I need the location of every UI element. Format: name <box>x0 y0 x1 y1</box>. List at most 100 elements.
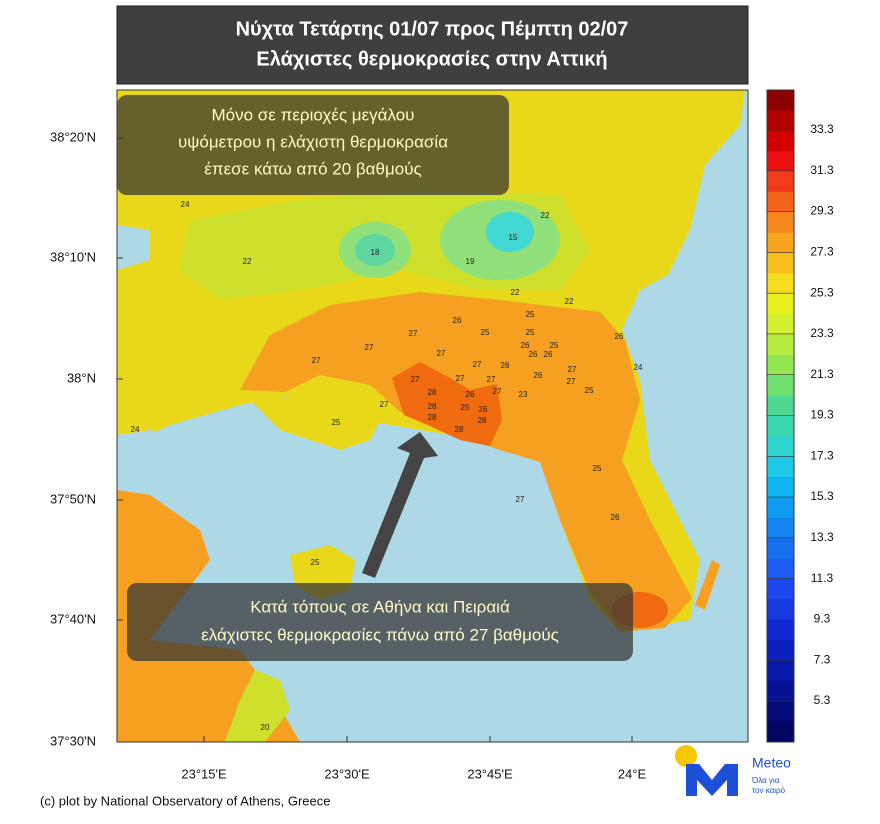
station-value: 28 <box>428 402 437 411</box>
colorbar-label: 17.3 <box>810 448 834 462</box>
colorbar-label: 15.3 <box>810 489 834 503</box>
station-value: 25 <box>585 386 594 395</box>
station-value: 24 <box>181 200 190 209</box>
station-value: 26 <box>453 316 462 325</box>
latitude-label: 38°20'N <box>50 129 96 144</box>
colorbar-segment <box>767 90 794 111</box>
station-value: 26 <box>521 341 530 350</box>
longitude-label: 23°30'E <box>324 766 370 781</box>
station-value: 26 <box>501 361 510 370</box>
station-value: 25 <box>311 558 320 567</box>
colorbar-label: 29.3 <box>810 204 834 218</box>
colorbar-label: 11.3 <box>811 571 834 585</box>
station-value: 27 <box>437 349 446 358</box>
annotation-box <box>127 583 633 661</box>
colorbar-label: 7.3 <box>814 652 831 666</box>
station-value: 26 <box>615 332 624 341</box>
colorbar-label: 5.3 <box>814 693 831 707</box>
colorbar: 33.3 31.3 29.3 27.3 25.3 23.3 21.3 19.3 17.3 15.3… <box>766 89 834 743</box>
station-value: 28 <box>455 425 464 434</box>
colorbar-segment <box>767 640 794 661</box>
colorbar-segment <box>767 110 794 132</box>
annotation-text: υψόμετρου η ελάχιστη θερμοκρασία <box>178 132 448 151</box>
station-value: 25 <box>526 328 535 337</box>
colorbar-segment <box>767 416 794 437</box>
axes: 38°20'N 38°10'N 38°N 37°50'N 37°40'N 37°30'N 2… <box>50 129 646 781</box>
longitude-label: 24°E <box>618 766 647 781</box>
title: Νύχτα Τετάρτης 01/07 προς Πέμπτη 02/07 <box>236 18 629 40</box>
station-value: 26 <box>529 350 538 359</box>
colorbar-segment <box>767 477 794 498</box>
station-value: 26 <box>479 405 488 414</box>
logo-tagline: τον καιρό <box>752 786 786 795</box>
colorbar-label: 31.3 <box>810 163 834 177</box>
station-value: 27 <box>568 365 577 374</box>
station-value: 26 <box>544 350 553 359</box>
colorbar-segment <box>767 130 794 152</box>
colorbar-label: 13.3 <box>810 530 834 544</box>
colorbar-segment <box>767 354 794 376</box>
station-value: 26 <box>466 390 475 399</box>
colorbar-segment <box>767 660 794 682</box>
title-box <box>116 5 749 85</box>
colorbar-label: 19.3 <box>810 408 834 422</box>
colorbar-segment <box>767 212 794 234</box>
colorbar-segment <box>767 680 794 702</box>
station-value: 19 <box>466 257 475 266</box>
credit: (c) plot by National Observatory of Athe… <box>40 793 330 808</box>
station-value: 27 <box>567 377 576 386</box>
logo-mark <box>686 764 738 796</box>
colorbar-segment <box>767 253 794 274</box>
station-value: 27 <box>516 495 525 504</box>
colorbar-segment <box>767 334 794 356</box>
colorbar-segment <box>767 517 794 539</box>
cool-zone <box>486 212 534 252</box>
latitude-label: 38°N <box>67 370 96 385</box>
colorbar-label: 33.3 <box>810 122 834 136</box>
station-value: 25 <box>526 310 535 319</box>
island-south <box>225 670 290 742</box>
colorbar-frame <box>766 89 795 743</box>
annotation-text: ελάχιστες θερμοκρασίες πάνω από 27 βαθμο… <box>201 625 559 644</box>
station-value: 28 <box>478 416 487 425</box>
station-value: 25 <box>481 328 490 337</box>
colorbar-segment <box>767 293 794 315</box>
station-value: 23 <box>519 390 528 399</box>
colorbar-segment <box>767 701 794 723</box>
station-value: 25 <box>550 341 559 350</box>
latitude-label: 37°40'N <box>50 611 96 626</box>
colorbar-segment <box>767 314 794 335</box>
colorbar-segment <box>767 436 794 458</box>
colorbar-segment <box>767 232 794 254</box>
title: Ελάχιστες θερμοκρασίες στην Αττική <box>256 48 607 70</box>
map <box>117 90 748 742</box>
station-value: 25 <box>332 418 341 427</box>
island-makronisos <box>695 560 720 610</box>
station-value: 28 <box>428 413 437 422</box>
colorbar-label: 27.3 <box>810 245 834 259</box>
station-value: 27 <box>473 360 482 369</box>
colorbar-segment <box>767 619 794 641</box>
station-value: 27 <box>411 375 420 384</box>
station-value: 25 <box>593 464 602 473</box>
island-salamis <box>250 395 380 450</box>
latitude-label: 37°30'N <box>50 733 96 748</box>
station-value: 28 <box>428 388 437 397</box>
colorbar-segment <box>767 151 794 172</box>
station-value: 26 <box>534 371 543 380</box>
station-value: 25 <box>461 403 470 412</box>
colorbar-label: 23.3 <box>810 326 834 340</box>
colorbar-segment <box>767 497 794 519</box>
latitude-label: 38°10'N <box>50 249 96 264</box>
station-value: 22 <box>243 257 252 266</box>
colorbar-segment <box>767 395 794 417</box>
colorbar-segment <box>767 456 794 478</box>
colorbar-segment <box>767 171 794 193</box>
station-value: 27 <box>487 375 496 384</box>
colorbar-label: 25.3 <box>810 285 834 299</box>
latitude-label: 37°50'N <box>50 491 96 506</box>
annotation-text: έπεσε κάτω από 20 βαθμούς <box>204 159 421 178</box>
station-value: 20 <box>261 723 270 732</box>
